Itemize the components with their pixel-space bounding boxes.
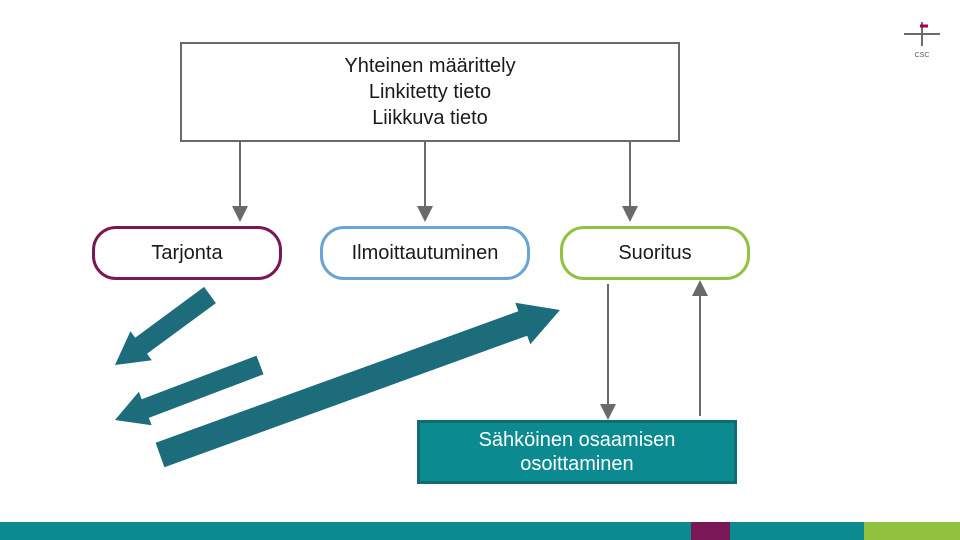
node-label: Suoritus: [618, 242, 691, 265]
bottom-line-1: Sähköinen osaamisen: [479, 428, 676, 452]
footer-bar: [0, 522, 960, 540]
footer-seg: [0, 522, 691, 540]
top-line-3: Liikkuva tieto: [182, 105, 678, 131]
bottom-box: Sähköinen osaamisen osoittaminen: [417, 420, 737, 484]
footer-seg: [864, 522, 960, 540]
top-line-2: Linkitetty tieto: [182, 79, 678, 105]
node-ilmoittautuminen: Ilmoittautuminen: [320, 226, 530, 280]
top-line-1: Yhteinen määrittely: [182, 53, 678, 79]
footer-seg: [691, 522, 729, 540]
node-label: Ilmoittautuminen: [352, 242, 499, 265]
node-suoritus: Suoritus: [560, 226, 750, 280]
bottom-line-2: osoittaminen: [479, 452, 676, 476]
footer-seg: [730, 522, 864, 540]
logo-text: CSC: [915, 52, 930, 59]
top-definition-box: Yhteinen määrittely Linkitetty tieto Lii…: [180, 42, 680, 142]
node-tarjonta: Tarjonta: [92, 226, 282, 280]
node-label: Tarjonta: [151, 242, 222, 265]
csc-logo: CSC: [902, 20, 942, 60]
